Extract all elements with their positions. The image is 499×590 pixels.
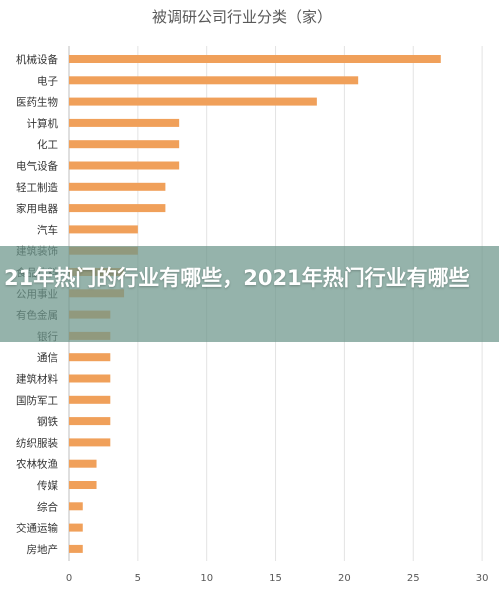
- x-tick-label: 10: [200, 573, 213, 584]
- category-label: 纺织服装: [16, 436, 58, 449]
- bar: [69, 459, 97, 468]
- x-tick-label: 0: [66, 573, 72, 584]
- category-label: 电子: [37, 74, 58, 87]
- x-tick-label: 15: [269, 573, 282, 584]
- x-tick-label: 5: [135, 573, 141, 584]
- x-axis-ticks: 0 5 10 15 20 25 30: [66, 573, 489, 584]
- bar: [69, 481, 97, 489]
- bar: [69, 140, 180, 149]
- category-label: 传媒: [37, 479, 58, 492]
- category-label: 医药生物: [16, 96, 58, 109]
- category-label: 计算机: [27, 117, 59, 130]
- chart-title: 被调研公司行业分类（家）: [152, 8, 332, 26]
- bar: [69, 438, 111, 447]
- bar: [69, 204, 166, 213]
- bar: [69, 544, 83, 553]
- bar: [69, 118, 180, 127]
- category-label: 房地产: [27, 543, 59, 556]
- category-label: 建筑材料: [16, 373, 58, 386]
- category-label: 通信: [37, 352, 58, 364]
- bar: [69, 374, 111, 383]
- bar: [69, 55, 441, 63]
- category-label: 电气设备: [16, 160, 58, 173]
- bar: [69, 417, 111, 426]
- x-tick-label: 20: [338, 573, 351, 584]
- x-tick-label: 25: [407, 573, 420, 584]
- category-label: 化工: [37, 138, 58, 151]
- category-label: 钢铁: [37, 415, 58, 428]
- category-label: 汽车: [37, 223, 58, 236]
- bar: [69, 353, 111, 362]
- bar: [69, 225, 138, 234]
- category-label: 机械设备: [16, 53, 58, 66]
- bar: [69, 97, 317, 106]
- category-label: 交通运输: [16, 522, 58, 535]
- bar: [69, 523, 83, 532]
- category-label: 家用电器: [16, 202, 58, 215]
- bar: [69, 161, 180, 170]
- headline-banner: [0, 246, 499, 342]
- bar: [69, 182, 166, 191]
- bar: [69, 502, 83, 511]
- bar: [69, 76, 359, 85]
- headline-text: 21年热门的行业有哪些，2021年热门行业有哪些: [4, 266, 470, 290]
- category-label: 轻工制造: [16, 181, 58, 194]
- category-label: 综合: [37, 500, 58, 513]
- category-label: 国防军工: [16, 394, 58, 407]
- x-tick-label: 30: [476, 573, 489, 584]
- category-label: 农林牧渔: [16, 458, 58, 471]
- bar: [69, 395, 111, 404]
